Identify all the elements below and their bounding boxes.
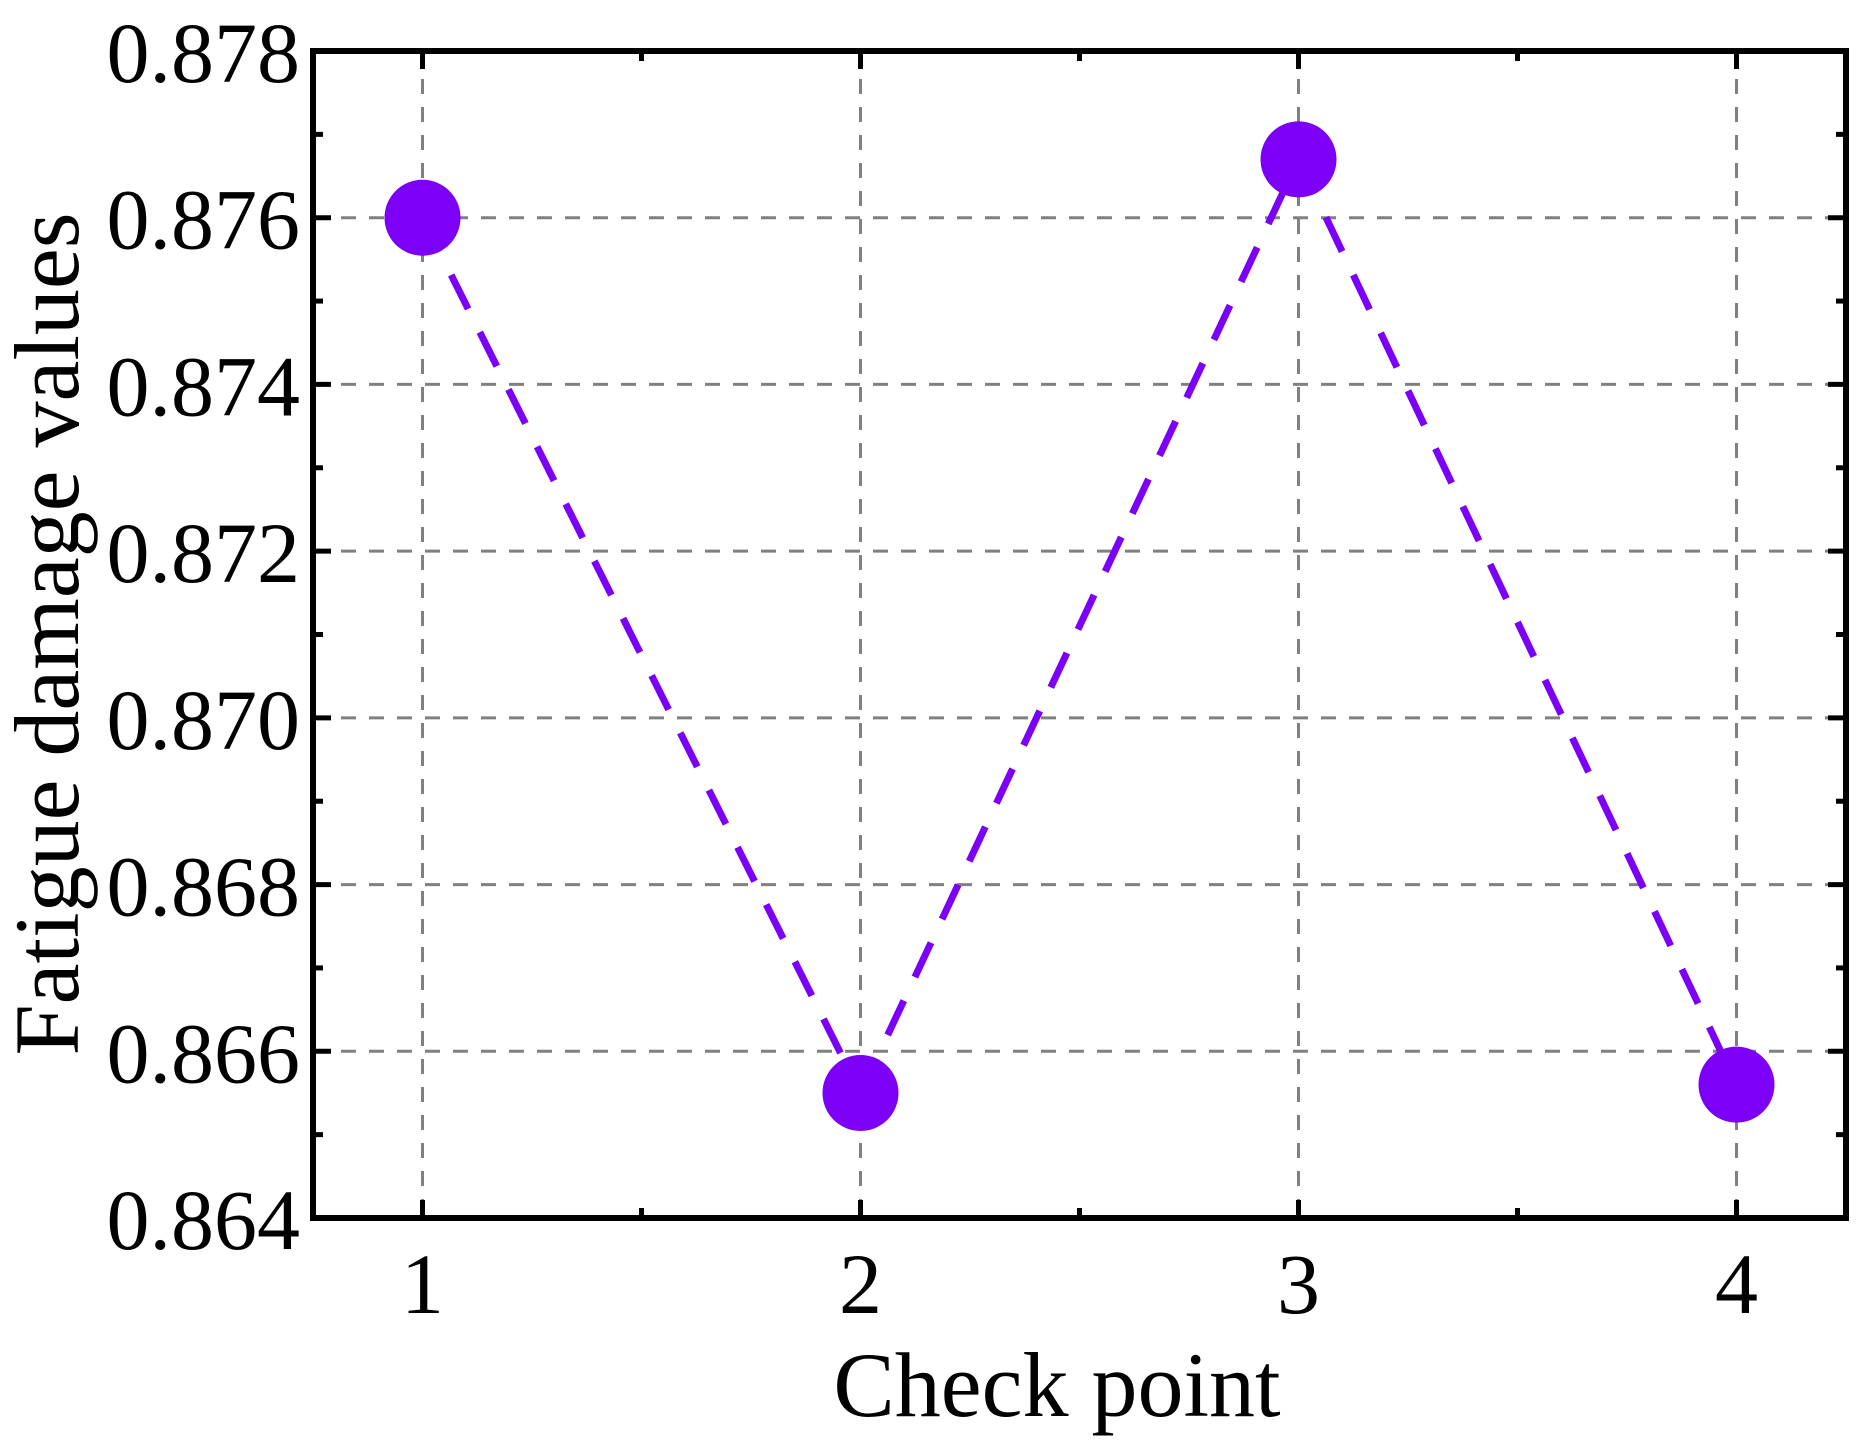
y-tick-label: 0.872	[107, 505, 301, 601]
x-tick-label: 3	[1277, 1236, 1320, 1332]
y-tick-label: 0.876	[107, 172, 301, 268]
axes: 1 2 3 4 0.864 0.866 0.868 0.870 0.872 0.874 0.876 0…	[107, 5, 1849, 1332]
series-layer	[384, 121, 1775, 1131]
labels: Check point Fatigue damage values	[0, 212, 1281, 1436]
y-axis-title: Fatigue damage values	[0, 212, 98, 1055]
x-tick-label: 4	[1715, 1236, 1758, 1332]
y-tick-label: 0.874	[107, 338, 301, 434]
series-line-segment	[1295, 157, 1740, 1087]
data-point	[384, 179, 461, 256]
data-point	[1260, 121, 1337, 198]
x-axis-title: Check point	[833, 1334, 1281, 1436]
y-tick-label: 0.864	[107, 1172, 301, 1268]
x-tick-label: 2	[839, 1236, 882, 1332]
series-line-segment	[419, 216, 864, 1095]
data-point	[822, 1054, 899, 1131]
y-tick-label: 0.866	[107, 1005, 301, 1101]
y-tick-label: 0.868	[107, 839, 301, 935]
y-tick-label: 0.870	[107, 672, 301, 768]
x-tick-label: 1	[401, 1236, 444, 1332]
y-tick-label: 0.878	[107, 5, 301, 101]
series-line-segment	[857, 157, 1302, 1095]
data-point	[1698, 1046, 1775, 1123]
grid	[313, 51, 1846, 1218]
plot-frame	[310, 48, 1849, 1221]
